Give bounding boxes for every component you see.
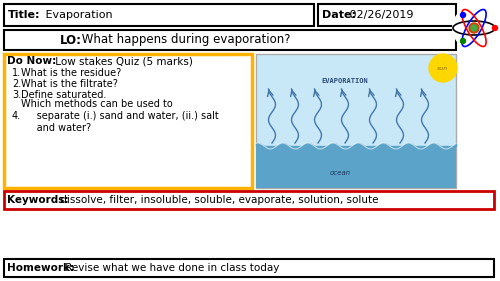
Text: 3.: 3. bbox=[12, 90, 21, 100]
Text: ocean: ocean bbox=[330, 170, 350, 176]
Circle shape bbox=[471, 25, 477, 31]
Text: 1.: 1. bbox=[12, 68, 21, 78]
Text: Revise what we have done in class today: Revise what we have done in class today bbox=[62, 263, 280, 273]
Text: dissolve, filter, insoluble, soluble, evaporate, solution, solute: dissolve, filter, insoluble, soluble, ev… bbox=[57, 195, 378, 205]
Text: 4.: 4. bbox=[12, 111, 21, 121]
Circle shape bbox=[469, 23, 479, 33]
Text: What happens during evaporation?: What happens during evaporation? bbox=[78, 33, 290, 46]
Text: 02/26/2019: 02/26/2019 bbox=[346, 10, 414, 20]
FancyBboxPatch shape bbox=[256, 146, 456, 188]
FancyBboxPatch shape bbox=[4, 259, 494, 277]
FancyBboxPatch shape bbox=[4, 54, 252, 188]
FancyBboxPatch shape bbox=[4, 191, 494, 209]
Text: Evaporation: Evaporation bbox=[42, 10, 112, 20]
Text: Homework:: Homework: bbox=[7, 263, 74, 273]
Text: Define saturated.: Define saturated. bbox=[21, 90, 106, 100]
Text: What is the filtrate?: What is the filtrate? bbox=[21, 79, 118, 89]
Circle shape bbox=[492, 26, 498, 31]
Text: Date:: Date: bbox=[322, 10, 356, 20]
FancyBboxPatch shape bbox=[256, 54, 456, 188]
Circle shape bbox=[460, 12, 466, 17]
Text: Title:: Title: bbox=[8, 10, 40, 20]
Text: 2.: 2. bbox=[12, 79, 21, 89]
Text: Low stakes Quiz (5 marks): Low stakes Quiz (5 marks) bbox=[52, 56, 193, 66]
Text: EVAPORATION: EVAPORATION bbox=[322, 78, 368, 84]
FancyBboxPatch shape bbox=[318, 4, 456, 26]
Text: Keywords:: Keywords: bbox=[7, 195, 68, 205]
Circle shape bbox=[452, 6, 496, 50]
Text: Which methods can be used to
     separate (i.) sand and water, (ii.) salt
     : Which methods can be used to separate (i… bbox=[21, 99, 219, 133]
Text: sun: sun bbox=[438, 65, 448, 71]
FancyBboxPatch shape bbox=[4, 4, 314, 26]
Circle shape bbox=[429, 54, 457, 82]
FancyBboxPatch shape bbox=[4, 30, 456, 50]
Circle shape bbox=[460, 38, 466, 44]
Text: LO:: LO: bbox=[60, 33, 82, 46]
Text: Do Now:: Do Now: bbox=[7, 56, 56, 66]
Text: What is the residue?: What is the residue? bbox=[21, 68, 121, 78]
